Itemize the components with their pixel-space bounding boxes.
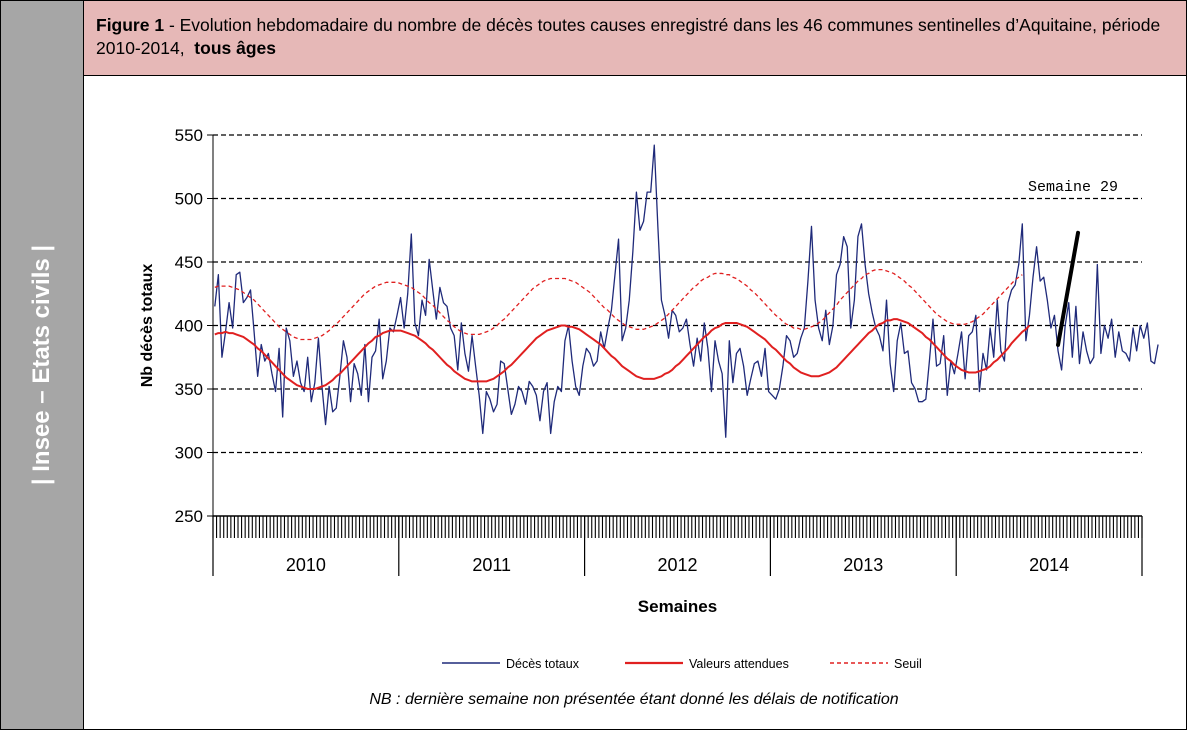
y-tick-label: 450 <box>175 253 203 272</box>
year-label-2011: 2011 <box>472 555 511 575</box>
y-tick-label: 300 <box>175 444 203 463</box>
year-label-2013: 2013 <box>843 555 883 575</box>
series-line-seuil <box>214 268 1023 341</box>
legend-label-valeurs-attendues: Valeurs attendues <box>689 657 789 671</box>
y-tick-label: 500 <box>175 190 203 209</box>
y-tick-label: 350 <box>175 380 203 399</box>
legend-label-seuil: Seuil <box>894 657 922 671</box>
series-line-valeurs-attendues <box>214 318 1031 390</box>
footnote: NB : dernière semaine non présentée étan… <box>369 691 899 708</box>
annotation-arrow <box>1056 230 1081 347</box>
x-axis-title: Semaines <box>638 597 717 616</box>
figure-title-bold: tous âges <box>194 38 276 58</box>
figure-title: Figure 1 - Evolution hebdomadaire du nom… <box>96 14 1178 60</box>
y-axis-title: Nb décès totaux <box>139 264 156 388</box>
legend: Décès totaux Valeurs attendues Seuil <box>442 657 922 671</box>
figure-label: Figure 1 <box>96 15 165 35</box>
week-ticks <box>212 516 1143 538</box>
year-label-2010: 2010 <box>286 555 326 575</box>
series-line-deces-totaux <box>214 144 1159 438</box>
year-label-2012: 2012 <box>657 555 697 575</box>
year-label-2014: 2014 <box>1029 555 1069 575</box>
figure-title-text: - Evolution hebdomadaire du nombre de dé… <box>96 15 1161 58</box>
figure-header: Figure 1 - Evolution hebdomadaire du nom… <box>84 1 1186 76</box>
legend-label-deces-totaux: Décès totaux <box>506 657 580 671</box>
sidebar: | Insee – Etats civils | <box>1 1 84 729</box>
y-tick-label: 550 <box>175 126 203 145</box>
axis-layer: 250 300 350 400 450 500 550 2010 2011 2012 2013 201… <box>139 126 1143 616</box>
series-layer <box>214 144 1159 438</box>
annotation-layer: Semaine 29 <box>1028 179 1118 347</box>
y-tick-label: 250 <box>175 507 203 526</box>
annotation-label: Semaine 29 <box>1028 179 1118 196</box>
y-tick-label: 400 <box>175 317 203 336</box>
